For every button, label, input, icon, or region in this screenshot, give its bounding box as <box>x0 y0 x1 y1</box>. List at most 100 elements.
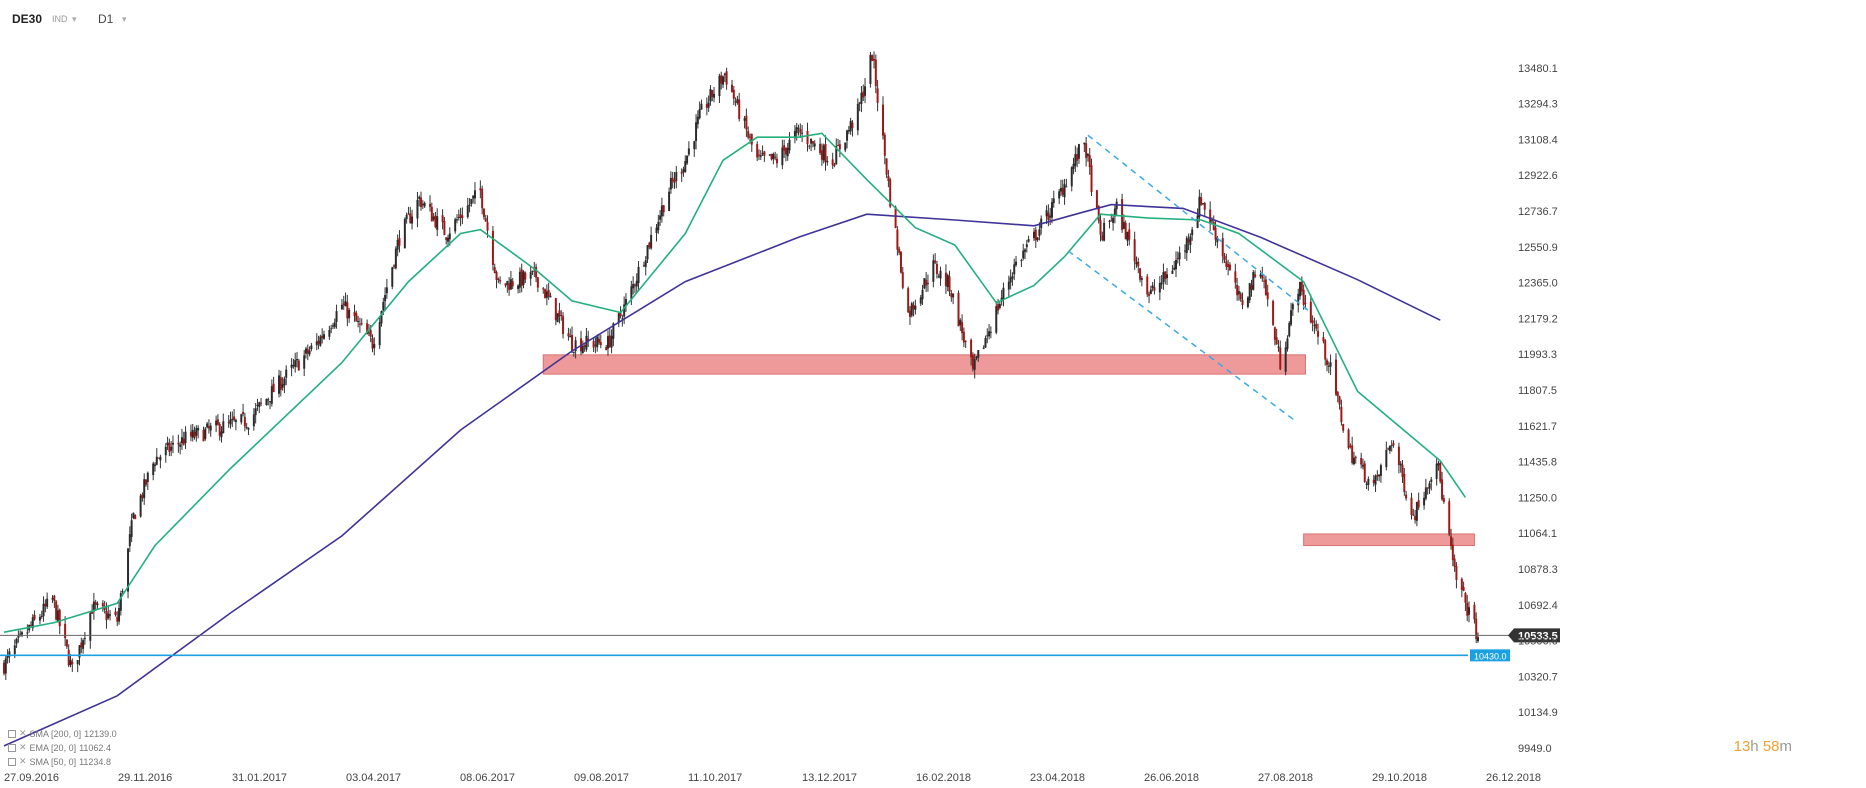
candle-body <box>581 346 584 354</box>
candle <box>96 601 99 609</box>
candle <box>810 138 813 152</box>
candle <box>204 427 207 441</box>
candle <box>711 89 714 102</box>
candle <box>736 95 739 105</box>
indicator-remove-icon[interactable]: ✕ <box>19 728 27 738</box>
candle-body <box>770 153 773 160</box>
candle <box>806 122 809 152</box>
candle-body <box>40 615 43 617</box>
candle <box>56 604 59 623</box>
candle-body <box>610 336 613 348</box>
candle-body <box>959 320 962 326</box>
candle <box>709 85 712 106</box>
candle <box>26 624 29 639</box>
candle-body <box>882 104 885 136</box>
indicator-settings-icon[interactable] <box>8 729 16 738</box>
indicator-legend-ema20[interactable]: ✕ EMA [20, 0] 11062.4 <box>8 742 111 753</box>
candle-body <box>1424 487 1427 499</box>
candle-body <box>380 311 383 324</box>
symbol-dropdown-icon[interactable]: ▾ <box>72 14 77 24</box>
candle-body <box>1437 463 1440 466</box>
candle-body <box>499 280 502 282</box>
candle <box>454 217 457 234</box>
candle-body <box>1347 429 1350 449</box>
candle-body <box>315 341 318 346</box>
candle-body <box>1009 277 1012 283</box>
indicator-remove-icon[interactable]: ✕ <box>19 756 27 766</box>
candle-body <box>937 276 940 278</box>
indicator-remove-icon[interactable]: ✕ <box>19 742 27 752</box>
candle <box>371 334 374 353</box>
candle <box>1146 274 1149 298</box>
candle-body <box>1196 215 1199 228</box>
candle <box>718 73 721 104</box>
candle-body <box>1254 274 1257 277</box>
candle-body <box>1450 536 1453 547</box>
candle-body <box>1385 449 1388 468</box>
candle <box>1259 270 1262 279</box>
candle-body <box>1405 494 1408 499</box>
candle-body <box>596 336 599 348</box>
candle-body <box>285 369 288 378</box>
candle-body <box>296 358 299 361</box>
candle <box>493 263 496 274</box>
candle-body <box>925 279 928 286</box>
candle <box>479 180 482 199</box>
candle <box>529 266 532 286</box>
symbol-label[interactable]: DE30 <box>12 12 43 26</box>
candle-body <box>1415 502 1418 521</box>
candle-body <box>1275 337 1278 345</box>
candle <box>1460 577 1463 598</box>
candle <box>82 638 85 654</box>
candle <box>542 286 545 294</box>
candle-body <box>1342 424 1345 431</box>
candle-body <box>1189 236 1192 246</box>
candle <box>1122 214 1125 230</box>
indicator-settings-icon[interactable] <box>8 743 16 752</box>
candle-body <box>197 427 200 431</box>
candle <box>1264 275 1267 296</box>
candle <box>819 137 822 156</box>
y-tick-label: 11807.5 <box>1518 385 1557 397</box>
candle <box>824 135 827 171</box>
candle <box>1164 271 1167 285</box>
candle <box>1473 601 1476 624</box>
candle-body <box>134 515 137 520</box>
indicator-legend-sma200[interactable]: ✕ SMA [200, 0] 12139.0 <box>8 728 117 739</box>
candle <box>145 479 148 487</box>
candle-body <box>659 215 662 220</box>
candle <box>1149 285 1152 295</box>
candle <box>977 350 980 362</box>
candle-body <box>1002 287 1005 300</box>
candle <box>118 601 121 625</box>
countdown-hours: 13 <box>1733 738 1751 755</box>
y-tick-label: 11435.8 <box>1518 457 1557 469</box>
candle <box>597 333 600 345</box>
candle <box>1113 204 1116 224</box>
candle-body <box>756 144 759 158</box>
candle-body <box>637 266 640 284</box>
candle-body <box>17 636 20 638</box>
candle-body <box>19 633 22 635</box>
candle <box>1430 476 1433 491</box>
candle-body <box>1311 320 1314 324</box>
candle-body <box>813 143 816 147</box>
candle <box>385 278 388 299</box>
y-tick-label: 12550.9 <box>1518 242 1558 254</box>
candle-body <box>1033 231 1036 239</box>
candle <box>107 605 110 620</box>
timeframe-dropdown-icon[interactable]: ▾ <box>122 14 127 24</box>
candle-body <box>1462 587 1465 591</box>
candle-body <box>975 356 978 359</box>
candle-body <box>353 311 356 316</box>
timeframe-label[interactable]: D1 <box>98 12 114 26</box>
indicator-settings-icon[interactable] <box>8 757 16 766</box>
indicator-legend-sma50[interactable]: ✕ SMA [50, 0] 11234.8 <box>8 756 111 767</box>
candle <box>297 358 300 371</box>
candle <box>747 126 750 140</box>
candle-body <box>1264 279 1267 296</box>
x-tick-label: 27.08.2018 <box>1258 772 1313 784</box>
candle-body <box>876 88 879 103</box>
candle <box>153 462 156 472</box>
